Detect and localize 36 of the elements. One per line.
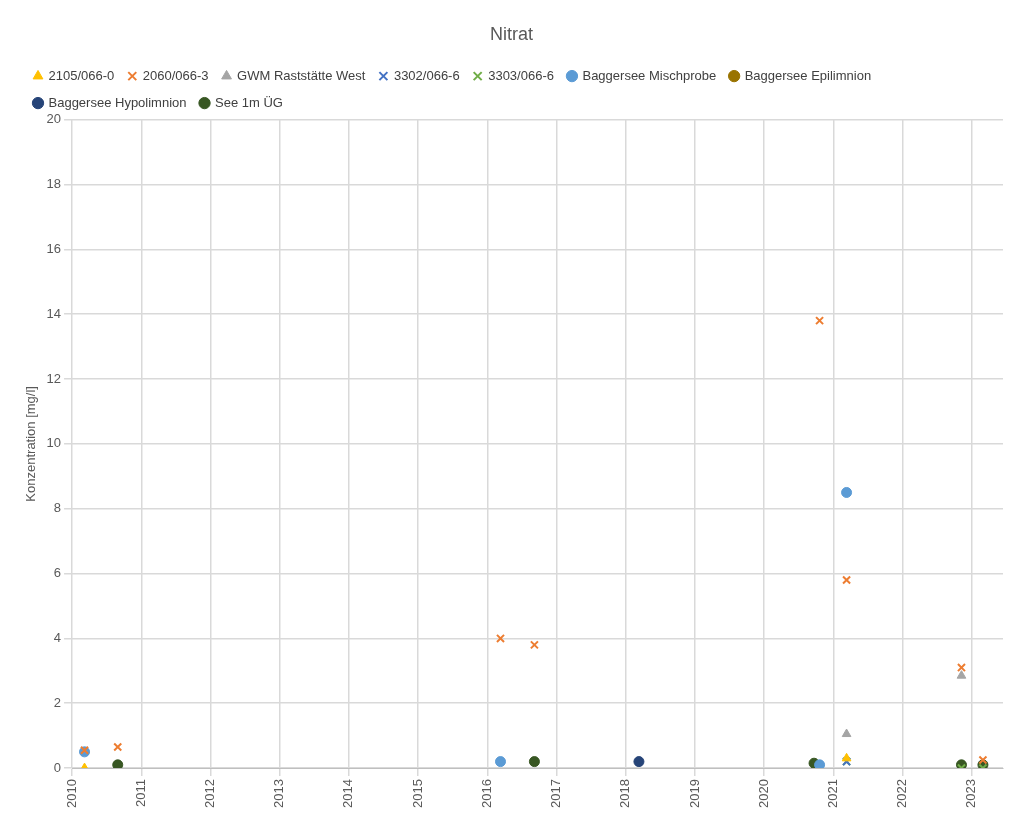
legend-label: 3302/066-6 (393, 67, 460, 83)
y-axis-title: Konzentration [mg/l] (23, 386, 39, 502)
y-tick-label: 8 (53, 500, 62, 516)
legend-label: Baggersee Mischprobe (582, 67, 717, 83)
y-tick-label: 4 (53, 629, 62, 645)
y-tick-label: 12 (46, 370, 62, 386)
y-tick-label: 0 (53, 759, 62, 775)
x-tick-label: 2021 (825, 779, 840, 808)
x-tick-label: 2015 (409, 779, 425, 808)
x-tick-label: 2022 (894, 779, 910, 808)
y-tick-label: 2 (53, 694, 62, 710)
y-tick-label: 18 (46, 176, 62, 192)
x-tick-label: 2014 (340, 779, 356, 808)
x-tick-label: 2011 (132, 779, 148, 808)
legend-label: See 1m ÜG (215, 94, 283, 110)
legend-label: 2060/066-3 (142, 67, 209, 83)
legend-label: Baggersee Hypolimnion (48, 94, 187, 110)
x-tick-label: 2010 (63, 779, 79, 808)
legend-label: 3303/066-6 (488, 67, 554, 83)
x-tick-label: 2020 (755, 779, 771, 808)
x-tick-label: 2019 (686, 779, 702, 808)
y-tick-label: 20 (46, 111, 62, 127)
x-tick-label: 2023 (963, 779, 979, 808)
legend-label: 2105/066-0 (48, 67, 115, 83)
x-tick-label: 2016 (478, 779, 494, 808)
legend-label: Baggersee Epilimnion (744, 67, 872, 83)
x-tick-label: 2012 (202, 779, 218, 808)
y-tick-label: 10 (46, 435, 62, 451)
y-tick-label: 16 (46, 240, 62, 256)
x-tick-label: 2017 (548, 779, 564, 808)
x-tick-label: 2018 (617, 779, 633, 808)
x-tick-label: 2013 (271, 779, 287, 808)
legend-label: GWM Raststätte West (237, 67, 366, 83)
y-tick-label: 14 (46, 305, 62, 321)
chart-title: Nitrat (489, 23, 534, 44)
y-tick-label: 6 (53, 565, 62, 581)
